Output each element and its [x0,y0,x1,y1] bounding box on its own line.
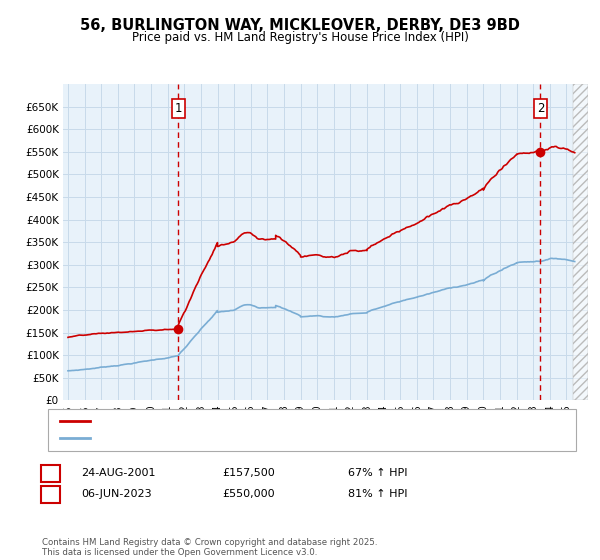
Text: 06-JUN-2023: 06-JUN-2023 [81,489,152,499]
Text: 67% ↑ HPI: 67% ↑ HPI [348,468,407,478]
Text: Price paid vs. HM Land Registry's House Price Index (HPI): Price paid vs. HM Land Registry's House … [131,31,469,44]
Text: Contains HM Land Registry data © Crown copyright and database right 2025.
This d: Contains HM Land Registry data © Crown c… [42,538,377,557]
Text: 2: 2 [47,489,54,499]
Text: 2: 2 [537,102,544,115]
Text: 56, BURLINGTON WAY, MICKLEOVER, DERBY, DE3 9BD (detached house): 56, BURLINGTON WAY, MICKLEOVER, DERBY, D… [96,416,451,426]
Text: £550,000: £550,000 [222,489,275,499]
Text: 1: 1 [175,102,182,115]
Text: 56, BURLINGTON WAY, MICKLEOVER, DERBY, DE3 9BD: 56, BURLINGTON WAY, MICKLEOVER, DERBY, D… [80,18,520,33]
Text: HPI: Average price, detached house, City of Derby: HPI: Average price, detached house, City… [96,433,341,444]
Bar [574,84,588,400]
Text: £157,500: £157,500 [222,468,275,478]
Text: 24-AUG-2001: 24-AUG-2001 [81,468,155,478]
Bar [574,84,588,400]
Text: 81% ↑ HPI: 81% ↑ HPI [348,489,407,499]
Text: 1: 1 [47,468,54,478]
Bar [574,84,592,400]
